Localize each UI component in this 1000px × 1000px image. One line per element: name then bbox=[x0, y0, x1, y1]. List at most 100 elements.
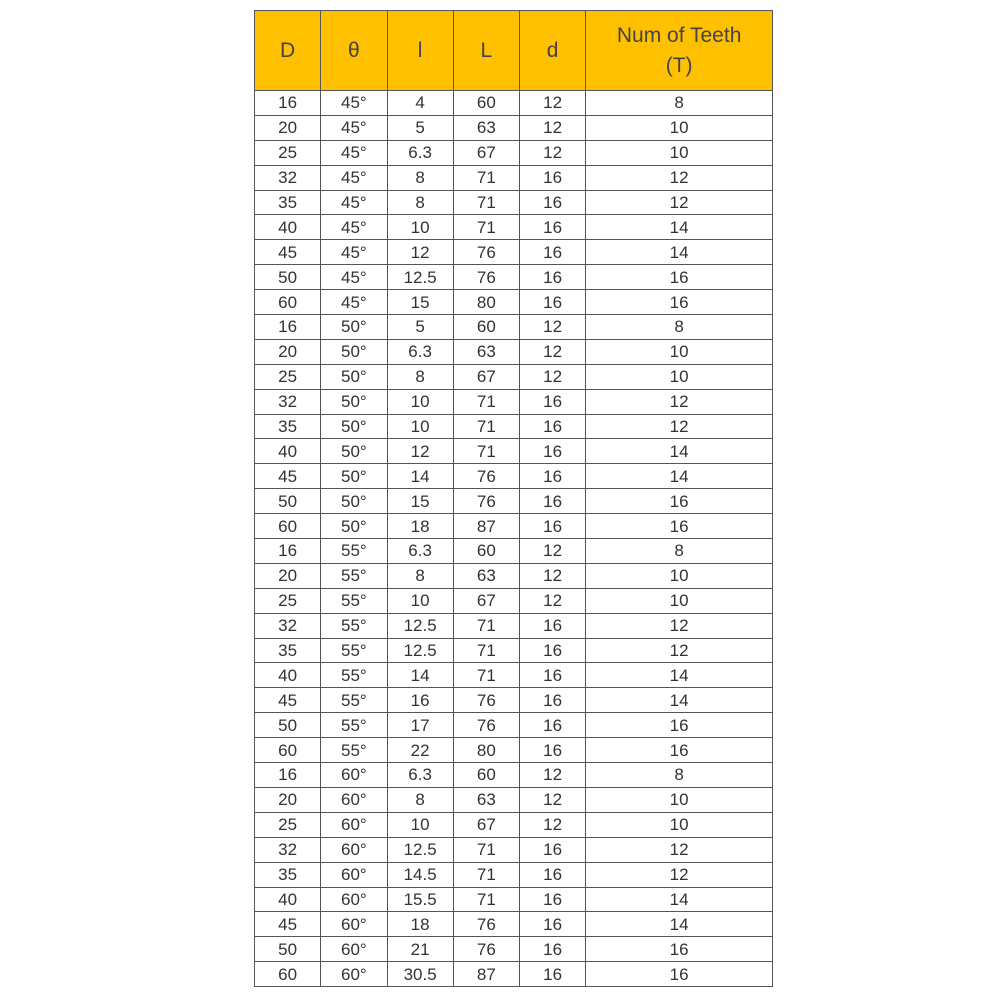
cell-shank-diameter: 12 bbox=[518, 114, 587, 141]
cell-shank-diameter: 16 bbox=[518, 911, 587, 938]
cell-shank-diameter: 16 bbox=[518, 239, 587, 266]
table-row: 25 50° 8 67 12 10 bbox=[253, 363, 773, 390]
cell-diameter: 25 bbox=[253, 139, 322, 166]
cell-diameter: 20 bbox=[253, 114, 322, 141]
cell-angle: 60° bbox=[320, 786, 388, 813]
cell-overall-length: 76 bbox=[452, 488, 521, 515]
cell-diameter: 25 bbox=[253, 811, 322, 838]
cell-cutting-length: 5 bbox=[386, 314, 454, 340]
table-row: 60 50° 18 87 16 16 bbox=[253, 513, 773, 540]
cell-shank-diameter: 16 bbox=[518, 164, 587, 191]
cell-overall-length: 67 bbox=[452, 139, 521, 166]
table-row: 16 60° 6.3 60 12 8 bbox=[253, 762, 773, 788]
cell-cutting-length: 22 bbox=[386, 737, 454, 764]
column-header-diameter: D bbox=[253, 10, 322, 91]
cell-angle: 60° bbox=[320, 911, 388, 938]
cell-overall-length: 71 bbox=[452, 189, 521, 216]
cell-num-teeth: 14 bbox=[585, 214, 773, 241]
cell-angle: 55° bbox=[320, 637, 388, 664]
cell-num-teeth: 10 bbox=[585, 139, 773, 166]
cell-diameter: 16 bbox=[253, 538, 322, 564]
cell-diameter: 35 bbox=[253, 637, 322, 664]
cell-shank-diameter: 12 bbox=[518, 587, 587, 614]
cell-diameter: 50 bbox=[253, 264, 322, 291]
cell-shank-diameter: 12 bbox=[518, 314, 587, 340]
cell-diameter: 45 bbox=[253, 911, 322, 938]
cell-num-teeth: 12 bbox=[585, 413, 773, 440]
table-row: 40 60° 15.5 71 16 14 bbox=[253, 886, 773, 913]
cell-num-teeth: 12 bbox=[585, 861, 773, 888]
table-row: 20 55° 8 63 12 10 bbox=[253, 562, 773, 589]
cell-overall-length: 60 bbox=[452, 314, 521, 340]
cell-cutting-length: 12.5 bbox=[386, 836, 454, 863]
cell-shank-diameter: 12 bbox=[518, 90, 587, 116]
table-row: 35 50° 10 71 16 12 bbox=[253, 413, 773, 440]
cell-angle: 60° bbox=[320, 936, 388, 963]
cell-overall-length: 60 bbox=[452, 762, 521, 788]
cell-overall-length: 60 bbox=[452, 538, 521, 564]
cell-num-teeth: 16 bbox=[585, 737, 773, 764]
table-row: 40 45° 10 71 16 14 bbox=[253, 214, 773, 241]
cell-cutting-length: 30.5 bbox=[386, 961, 454, 988]
cell-diameter: 16 bbox=[253, 314, 322, 340]
cell-angle: 50° bbox=[320, 488, 388, 515]
cell-diameter: 60 bbox=[253, 513, 322, 540]
cell-angle: 45° bbox=[320, 90, 388, 116]
column-header-overall-length: L bbox=[452, 10, 521, 91]
table-row: 45 60° 18 76 16 14 bbox=[253, 911, 773, 938]
cell-num-teeth: 10 bbox=[585, 562, 773, 589]
cell-overall-length: 71 bbox=[452, 164, 521, 191]
cell-angle: 60° bbox=[320, 886, 388, 913]
cell-diameter: 35 bbox=[253, 861, 322, 888]
cell-diameter: 35 bbox=[253, 189, 322, 216]
column-header-num-teeth: Num of Teeth (T) bbox=[585, 10, 773, 91]
cell-angle: 55° bbox=[320, 712, 388, 739]
table-body: 16 45° 4 60 12 8 20 45° 5 63 12 10 25 45° 6.3 67 12 10 32 4… bbox=[253, 90, 773, 988]
cell-overall-length: 67 bbox=[452, 587, 521, 614]
cell-cutting-length: 15.5 bbox=[386, 886, 454, 913]
cell-diameter: 32 bbox=[253, 836, 322, 863]
cell-diameter: 20 bbox=[253, 562, 322, 589]
cell-cutting-length: 15 bbox=[386, 289, 454, 316]
cell-overall-length: 80 bbox=[452, 737, 521, 764]
cell-shank-diameter: 16 bbox=[518, 388, 587, 415]
cell-angle: 50° bbox=[320, 363, 388, 390]
cell-num-teeth: 14 bbox=[585, 463, 773, 490]
cell-diameter: 45 bbox=[253, 687, 322, 714]
cell-angle: 55° bbox=[320, 737, 388, 764]
cell-num-teeth: 16 bbox=[585, 488, 773, 515]
table-row: 32 45° 8 71 16 12 bbox=[253, 164, 773, 191]
cell-overall-length: 63 bbox=[452, 562, 521, 589]
cell-shank-diameter: 12 bbox=[518, 139, 587, 166]
table-row: 35 55° 12.5 71 16 12 bbox=[253, 637, 773, 664]
cell-num-teeth: 14 bbox=[585, 239, 773, 266]
cell-cutting-length: 10 bbox=[386, 413, 454, 440]
cell-overall-length: 71 bbox=[452, 388, 521, 415]
cell-overall-length: 80 bbox=[452, 289, 521, 316]
cell-overall-length: 76 bbox=[452, 239, 521, 266]
cell-overall-length: 71 bbox=[452, 637, 521, 664]
cell-diameter: 40 bbox=[253, 886, 322, 913]
cell-cutting-length: 8 bbox=[386, 562, 454, 589]
cell-num-teeth: 12 bbox=[585, 164, 773, 191]
cell-num-teeth: 12 bbox=[585, 637, 773, 664]
cell-cutting-length: 4 bbox=[386, 90, 454, 116]
cell-cutting-length: 14 bbox=[386, 463, 454, 490]
cell-shank-diameter: 12 bbox=[518, 786, 587, 813]
cell-overall-length: 87 bbox=[452, 513, 521, 540]
cell-angle: 45° bbox=[320, 264, 388, 291]
cell-num-teeth: 14 bbox=[585, 886, 773, 913]
cell-shank-diameter: 16 bbox=[518, 861, 587, 888]
cell-overall-length: 63 bbox=[452, 338, 521, 365]
table-row: 45 55° 16 76 16 14 bbox=[253, 687, 773, 714]
cell-overall-length: 76 bbox=[452, 264, 521, 291]
cell-num-teeth: 10 bbox=[585, 338, 773, 365]
cell-cutting-length: 18 bbox=[386, 513, 454, 540]
cell-diameter: 32 bbox=[253, 164, 322, 191]
table-row: 25 60° 10 67 12 10 bbox=[253, 811, 773, 838]
cell-num-teeth: 10 bbox=[585, 811, 773, 838]
cell-diameter: 45 bbox=[253, 239, 322, 266]
table-row: 20 45° 5 63 12 10 bbox=[253, 114, 773, 141]
table-row: 32 55° 12.5 71 16 12 bbox=[253, 612, 773, 639]
cell-shank-diameter: 16 bbox=[518, 413, 587, 440]
